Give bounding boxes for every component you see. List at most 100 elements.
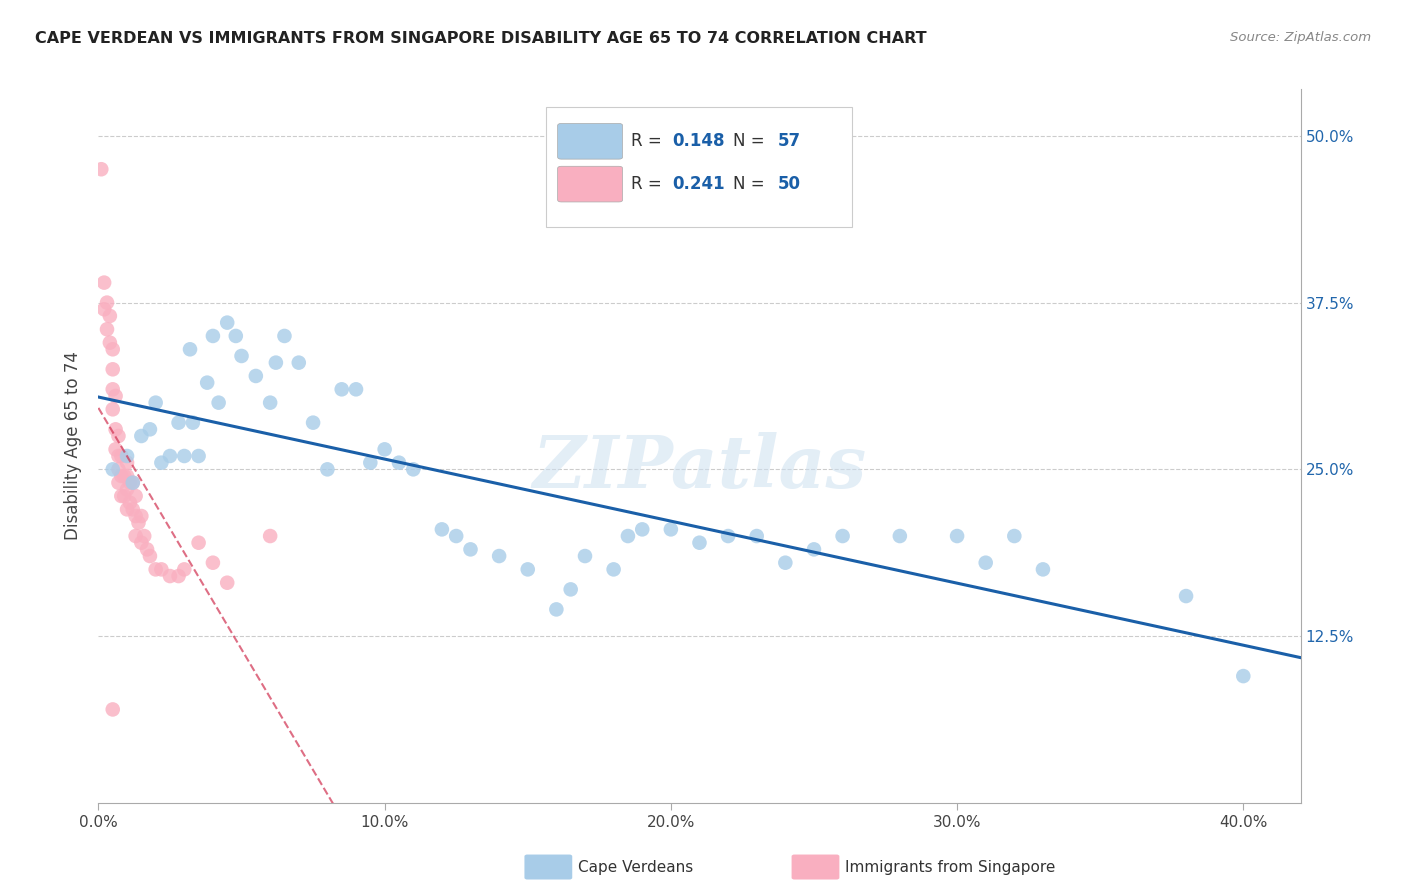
Point [617, 529, 640, 543]
Point [225, 329, 247, 343]
Point [264, 356, 287, 370]
Text: Immigrants from Singapore: Immigrants from Singapore [845, 860, 1056, 874]
Point [1232, 669, 1254, 683]
Point [128, 516, 150, 530]
Point [217, 316, 239, 330]
Point [107, 475, 129, 490]
Point [118, 496, 141, 510]
Point [195, 376, 218, 390]
Point [110, 449, 132, 463]
Point [602, 562, 624, 576]
Point [121, 475, 143, 490]
Point [124, 529, 146, 543]
Point [115, 469, 138, 483]
Point [121, 475, 143, 490]
Point [93, 276, 115, 290]
Point [104, 442, 127, 457]
Point [488, 549, 510, 563]
Point [631, 522, 654, 536]
Point [101, 702, 124, 716]
Point [831, 529, 853, 543]
Point [107, 462, 129, 476]
FancyBboxPatch shape [558, 166, 623, 202]
Point [173, 449, 195, 463]
Point [101, 362, 124, 376]
Point [136, 542, 159, 557]
Point [131, 509, 153, 524]
Point [259, 529, 281, 543]
Point [388, 456, 411, 470]
Point [775, 556, 797, 570]
Point [101, 382, 124, 396]
Point [139, 549, 162, 563]
Point [110, 489, 132, 503]
Point [112, 469, 135, 483]
Point [159, 569, 181, 583]
Point [302, 416, 325, 430]
Point [145, 562, 167, 576]
Text: Cape Verdeans: Cape Verdeans [578, 860, 693, 874]
Point [112, 489, 135, 503]
Point [101, 402, 124, 417]
Point [145, 395, 167, 409]
FancyBboxPatch shape [546, 107, 852, 227]
Point [134, 529, 156, 543]
Point [516, 562, 538, 576]
Point [115, 449, 138, 463]
Point [139, 422, 162, 436]
Point [101, 462, 124, 476]
Point [717, 529, 740, 543]
Point [208, 395, 231, 409]
Text: R =: R = [631, 175, 666, 193]
Point [288, 356, 311, 370]
Point [187, 535, 209, 549]
Y-axis label: Disability Age 65 to 74: Disability Age 65 to 74 [65, 351, 83, 541]
Point [93, 302, 115, 317]
Point [889, 529, 911, 543]
Point [1032, 562, 1054, 576]
Point [689, 535, 711, 549]
Point [115, 502, 138, 516]
Text: N =: N = [733, 132, 770, 150]
Point [1175, 589, 1198, 603]
Point [179, 343, 201, 357]
Point [344, 382, 367, 396]
Point [150, 456, 173, 470]
Point [98, 335, 121, 350]
Point [803, 542, 825, 557]
Point [104, 422, 127, 436]
Point [107, 429, 129, 443]
Point [167, 416, 190, 430]
Point [316, 462, 339, 476]
Text: 0.241: 0.241 [672, 175, 724, 193]
Point [460, 542, 482, 557]
Point [374, 442, 396, 457]
Point [118, 475, 141, 490]
Point [124, 509, 146, 524]
Point [131, 429, 153, 443]
Point [946, 529, 969, 543]
Point [101, 343, 124, 357]
Point [115, 483, 138, 497]
Point [560, 582, 582, 597]
Point [546, 602, 568, 616]
Point [181, 416, 204, 430]
Point [201, 329, 224, 343]
Point [201, 556, 224, 570]
Point [1002, 529, 1025, 543]
Point [574, 549, 596, 563]
Text: N =: N = [733, 175, 770, 193]
Point [115, 456, 138, 470]
Point [659, 522, 682, 536]
Point [231, 349, 253, 363]
Point [90, 162, 112, 177]
Point [259, 395, 281, 409]
Point [124, 489, 146, 503]
Text: Source: ZipAtlas.com: Source: ZipAtlas.com [1230, 31, 1371, 45]
Point [107, 449, 129, 463]
Text: R =: R = [631, 132, 666, 150]
Point [104, 389, 127, 403]
Point [444, 529, 467, 543]
Point [187, 449, 209, 463]
Point [217, 575, 239, 590]
